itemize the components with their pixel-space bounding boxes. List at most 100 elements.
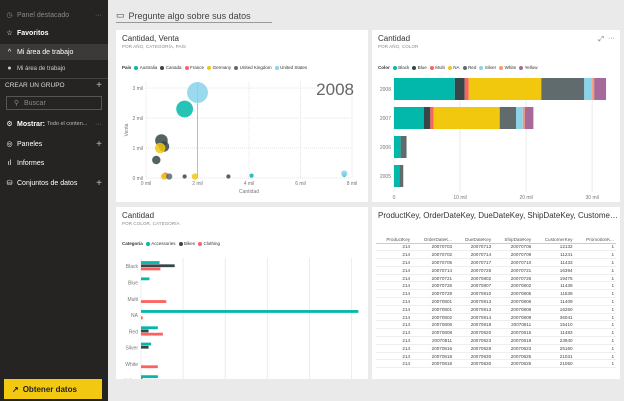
bar-segment [399, 165, 404, 187]
bar [141, 365, 158, 369]
table-cell: 20070802 [454, 274, 494, 283]
table-cell: 20070830 [454, 359, 494, 369]
legend-label: Silver [484, 65, 497, 70]
bar [141, 310, 359, 313]
plus-icon[interactable]: + [96, 80, 102, 91]
legend-item[interactable]: Accessories [145, 241, 176, 246]
table-cell: 20070816 [412, 344, 455, 353]
qa-input[interactable]: ▭ Pregunte algo sobre sus datos [116, 9, 272, 23]
more-options-icon[interactable]: ··· [608, 35, 615, 42]
table-cell: 1 [574, 297, 616, 306]
legend-item[interactable]: Silver [479, 65, 496, 70]
table-row: 214 20070806 20070818 20070811 15410 1 [376, 320, 616, 330]
column-header[interactable]: CustomerKey [533, 236, 575, 244]
table-cell: 1 [574, 289, 616, 299]
table-row: 214 20070816 20070828 20070823 25160 1 [376, 344, 616, 353]
y-tick-label: 2005 [380, 174, 391, 180]
x-tick-label: 6 mil [295, 181, 306, 187]
legend-item[interactable]: Blue [412, 65, 427, 70]
nav-my-workspace[interactable]: ^ Mi área de trabajo [0, 44, 108, 60]
legend-item[interactable]: France [184, 65, 205, 70]
more-options-icon[interactable]: ··· [95, 120, 102, 128]
legend-item[interactable]: Australia [134, 65, 157, 70]
show-label: Mostrar: [17, 120, 46, 128]
legend-item[interactable]: Black [392, 65, 409, 70]
legend-swatch [412, 65, 417, 70]
column-header[interactable]: ProductKey [376, 236, 413, 244]
legend-item[interactable]: Germany [207, 65, 231, 70]
legend-swatch [519, 65, 524, 70]
nav-favorites[interactable]: ☆ Favoritos [0, 26, 108, 40]
table-cell: 16260 [533, 305, 575, 314]
tile-stacked-bar-year-color[interactable]: Cantidad POR AÑO, COLOR ⤢ ··· Color Blac… [372, 30, 620, 202]
table-cell: 214 [376, 305, 413, 314]
legend-swatch [462, 65, 467, 70]
nav-dashboards[interactable]: ◎ Paneles + [0, 137, 108, 151]
chart-legend: País Australia Canada France Germany United … [122, 65, 310, 70]
table-cell: 20070808 [412, 328, 455, 338]
table-cell: 20070828 [454, 344, 494, 353]
bar [141, 300, 167, 303]
legend-item[interactable]: United States [274, 65, 308, 70]
tile-bar-color-category[interactable]: Cantidad POR COLOR, CATEGORÍA Categoría … [116, 207, 368, 379]
tile-scatter-quantity-sales[interactable]: Cantidad, Venta POR AÑO, CATEGORÍA, PAÍS… [116, 30, 368, 202]
column-header[interactable]: DueDateKey [454, 236, 494, 244]
legend-item[interactable]: NA [447, 65, 460, 70]
legend-label: NA [453, 65, 460, 70]
legend-title: País [122, 65, 132, 70]
table-cell: 20070808 [493, 305, 534, 314]
table-cell: 16394 [533, 266, 575, 275]
get-data-button[interactable]: ↗ Obtener datos [4, 379, 102, 399]
bar [141, 378, 143, 379]
add-dashboard-icon[interactable]: + [96, 138, 102, 150]
legend-item[interactable]: Bikes [178, 241, 195, 246]
clustered-bar-chart: 0510152025BlackBlueMultiNARedSilverWhite… [124, 258, 359, 379]
column-header[interactable]: PromotionK... [574, 236, 616, 244]
y-tick-label: White [125, 362, 138, 368]
legend-label: United States [280, 65, 308, 70]
legend-item[interactable]: Multi [429, 65, 445, 70]
search-input[interactable]: ⚲ Buscar [6, 96, 102, 110]
table-cell: 214 [376, 297, 413, 306]
legend-swatch [178, 241, 183, 246]
x-axis-title: Cantidad [239, 189, 259, 195]
bar-segment [430, 107, 434, 129]
bar-segment [400, 136, 407, 158]
y-tick-label: 2008 [380, 87, 391, 93]
nav-my-workspace-sub[interactable]: ● Mi área de trabajo [0, 62, 108, 75]
legend-item[interactable]: White [499, 65, 516, 70]
legend-label: White [504, 65, 517, 70]
table-cell: 20070810 [454, 289, 494, 299]
nav-datasets[interactable]: ⛁ Conjuntos de datos + [0, 176, 108, 190]
table-cell: 25160 [533, 344, 575, 353]
legend-item[interactable]: United Kingdom [234, 65, 272, 70]
create-group[interactable]: CREAR UN GRUPO + [0, 78, 108, 92]
add-dataset-icon[interactable]: + [96, 177, 102, 189]
more-options-icon[interactable]: ··· [95, 11, 102, 19]
expand-icon[interactable]: ⤢ [598, 36, 604, 43]
legend-item[interactable]: Canada [160, 65, 182, 70]
data-point [182, 174, 187, 179]
table-cell: 214 [376, 243, 413, 252]
tile-table[interactable]: ProductKey, OrderDateKey, DueDateKey, Sh… [372, 207, 620, 379]
table-cell: 1 [574, 344, 616, 353]
nav-reports[interactable]: ıl Informes [0, 156, 108, 170]
column-header[interactable]: OrderDateK... [412, 236, 455, 244]
table-cell: 1 [574, 313, 616, 322]
legend-label: France [190, 65, 205, 70]
table-cell: 214 [376, 328, 413, 338]
table-cell: 20070818 [412, 352, 455, 361]
legend-item[interactable]: Clothing [198, 241, 220, 246]
legend-item[interactable]: Yellow [519, 65, 537, 70]
gear-icon: ⚙ [6, 121, 13, 128]
column-header[interactable]: ShipDateKey [493, 236, 534, 244]
data-point [154, 142, 166, 154]
table-cell: 20070801 [412, 305, 455, 314]
table-cell: 1 [574, 328, 616, 338]
search-icon: ⚲ [13, 100, 20, 107]
show-filter[interactable]: ⚙ Mostrar: Todo el conten... ··· [0, 117, 108, 131]
table-cell: 20070710 [493, 258, 534, 267]
table-cell: 20070802 [493, 281, 534, 291]
nav-featured-dashboard[interactable]: ◷ Panel destacado ··· [0, 8, 108, 22]
legend-item[interactable]: Red [462, 65, 476, 70]
